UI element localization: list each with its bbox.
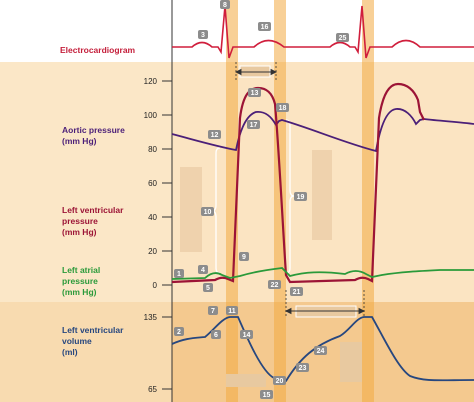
label-left-ventricular-pressure: Left ventricular pressure (mm Hg): [62, 205, 126, 237]
left-atrial-pressure-trace: [171, 267, 474, 280]
badge-11: 11: [226, 306, 238, 315]
tick-20: 20: [148, 247, 157, 256]
svg-text:8: 8: [223, 2, 227, 9]
svg-text:6: 6: [214, 332, 218, 339]
svg-text:19: 19: [297, 194, 305, 201]
blank-label-box: [226, 374, 266, 387]
tick-0: 0: [153, 281, 158, 290]
badge-24: 24: [314, 346, 327, 355]
svg-text:17: 17: [250, 122, 258, 129]
badge-7: 7: [208, 306, 218, 315]
svg-text:14: 14: [243, 332, 251, 339]
badge-19: 19: [294, 192, 307, 201]
phase-strip-next-contraction: [362, 0, 374, 402]
phase-strip-isovolumetric-contraction: [226, 0, 238, 402]
badge-1: 1: [174, 269, 184, 278]
double-arrow-icon: [234, 68, 278, 76]
badge-18: 18: [276, 103, 289, 112]
badge-23: 23: [296, 363, 309, 372]
phase-strip-isovolumetric-relaxation: [274, 0, 286, 402]
badge-12: 12: [208, 130, 221, 139]
svg-text:15: 15: [263, 392, 271, 399]
badge-25: 25: [336, 33, 349, 42]
svg-text:24: 24: [317, 348, 325, 355]
volume-axis: 135 65: [144, 313, 172, 394]
badge-3: 3: [198, 30, 208, 39]
ecg-trace: [172, 5, 474, 59]
double-arrow-icon: [284, 307, 366, 315]
svg-text:21: 21: [293, 289, 301, 296]
badge-10: 10: [201, 207, 214, 216]
label-aortic-pressure: Aortic pressure (mm Hg): [62, 125, 127, 146]
svg-text:13: 13: [251, 90, 259, 97]
svg-text:3: 3: [201, 32, 205, 39]
badge-8: 8: [220, 0, 230, 9]
svg-text:23: 23: [299, 365, 307, 372]
badge-15: 15: [260, 390, 273, 399]
label-column: [0, 62, 172, 402]
pressure-axis: 120 100 80 60 40 20 0: [144, 77, 172, 290]
svg-text:22: 22: [271, 282, 279, 289]
blank-label-boxes: [180, 65, 362, 387]
svg-text:16: 16: [261, 24, 269, 31]
svg-text:7: 7: [211, 308, 215, 315]
badge-22: 22: [268, 280, 281, 289]
left-ventricular-pressure-trace: [171, 82, 425, 284]
tick-80: 80: [148, 145, 157, 154]
tick-65: 65: [148, 385, 157, 394]
blank-label-box: [312, 150, 332, 240]
tick-135: 135: [144, 313, 158, 322]
blank-label-box: [239, 65, 271, 78]
badge-14: 14: [240, 330, 253, 339]
badge-4: 4: [198, 265, 208, 274]
tick-120: 120: [144, 77, 158, 86]
label-left-atrial-pressure: Left atrial pressure (mm Hg): [62, 265, 103, 297]
badge-2: 2: [174, 327, 184, 336]
svg-text:10: 10: [204, 209, 212, 216]
blank-label-box: [180, 167, 202, 252]
badge-21: 21: [290, 287, 303, 296]
badge-16: 16: [258, 22, 271, 31]
svg-text:9: 9: [242, 254, 246, 261]
tick-60: 60: [148, 179, 157, 188]
svg-text:11: 11: [228, 308, 236, 315]
aortic-pressure-trace: [171, 108, 474, 153]
badge-20: 20: [273, 376, 286, 385]
tick-40: 40: [148, 213, 157, 222]
numbered-badges: 1 2 3 4 5 6 7 8 9 10 11 12 13 14 15 16 1…: [174, 0, 349, 399]
left-ventricular-volume-trace: [171, 316, 474, 382]
badge-9: 9: [239, 252, 249, 261]
badge-13: 13: [248, 88, 261, 97]
label-electrocardiogram: Electrocardiogram: [60, 45, 136, 55]
svg-text:18: 18: [279, 105, 287, 112]
blank-label-box: [340, 342, 362, 382]
svg-text:2: 2: [177, 329, 181, 336]
label-left-ventricular-volume: Left ventricular volume (ml): [62, 325, 126, 357]
badge-17: 17: [247, 120, 260, 129]
svg-text:4: 4: [201, 267, 205, 274]
badge-5: 5: [203, 283, 213, 292]
badge-6: 6: [211, 330, 221, 339]
tick-100: 100: [144, 111, 158, 120]
svg-text:12: 12: [211, 132, 219, 139]
svg-text:1: 1: [177, 271, 181, 278]
svg-text:20: 20: [276, 378, 284, 385]
svg-text:25: 25: [339, 35, 347, 42]
svg-text:5: 5: [206, 285, 210, 292]
blank-label-box: [295, 305, 357, 318]
